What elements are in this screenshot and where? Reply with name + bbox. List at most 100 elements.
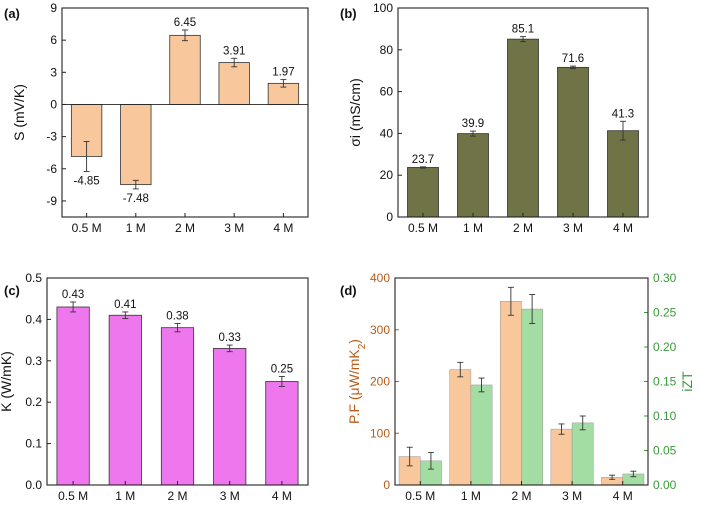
y-tick-label: 300	[370, 323, 390, 337]
panel-label: (a)	[4, 6, 20, 21]
bar	[56, 306, 90, 486]
x-tick-label: 0.5 M	[58, 489, 88, 503]
y-right-tick-label: 0.15	[653, 375, 677, 389]
data-label: 0.41	[114, 299, 136, 311]
y-axis-label: K (W/mK)	[0, 351, 14, 412]
y-tick-label: 3	[50, 65, 57, 79]
data-label: -4.85	[73, 175, 99, 187]
y-axis-label-left-close: )	[346, 339, 362, 344]
x-tick-label: 3 M	[563, 221, 583, 235]
x-tick-label: 1 M	[461, 489, 481, 503]
x-tick-label: 2 M	[175, 221, 195, 235]
panel-d-power-factor-izt-chart: 0 100 200 300 400 0.00 0.05 0.10 0.15 0.20 0.25 0.3…	[340, 271, 695, 503]
x-tick-label: 2 M	[511, 489, 531, 503]
data-label: -7.48	[123, 193, 149, 205]
x-tick-label: 1 M	[463, 221, 483, 235]
y-tick-label: 0.4	[25, 312, 42, 326]
y-right-tick-label: 0.25	[653, 306, 677, 320]
y-tick-label: 9	[50, 1, 57, 15]
x-tick-label: 3 M	[562, 489, 582, 503]
y-tick-label: 0.3	[25, 354, 42, 368]
panel-label: (d)	[340, 283, 357, 298]
data-label: 3.91	[223, 45, 245, 57]
data-label: 71.6	[562, 53, 584, 65]
x-tick-label: 0.5 M	[72, 221, 102, 235]
bar	[607, 130, 639, 218]
x-tick-label: 2 M	[167, 489, 187, 503]
bar	[108, 314, 142, 486]
x-tick-label: 4 M	[613, 489, 633, 503]
x-tick-label: 4 M	[273, 221, 293, 235]
data-label: 0.25	[271, 364, 293, 376]
data-label: 1.97	[272, 67, 294, 79]
y-tick-label: 6	[50, 33, 57, 47]
bar	[169, 34, 201, 105]
bar-izt	[470, 384, 493, 486]
y-axis-label: σi (mS/cm)	[347, 78, 363, 147]
x-tick-label: 4 M	[613, 221, 633, 235]
panel-label: (b)	[340, 6, 357, 21]
y-tick-label: 200	[370, 375, 390, 389]
y-tick-label: 0.0	[25, 478, 42, 492]
panel-b-ionic-conductivity-chart: 0 20 40 60 80 100 23.7 39.9 85.1 71.6 41.3 0.5 M 1 M…	[340, 1, 649, 235]
y-axis-label-left-main: P.F (μW/mK	[346, 349, 362, 424]
y-tick-label: 0	[386, 210, 393, 224]
y-tick-label: -9	[46, 194, 57, 208]
y-tick-label: 100	[370, 426, 390, 440]
bar	[507, 38, 539, 218]
y-tick-label: 80	[380, 43, 394, 57]
y-tick-label: 20	[380, 168, 394, 182]
y-axis-label-left-subscript: 2	[357, 343, 368, 349]
y-tick-label: -3	[46, 130, 57, 144]
panel-label: (c)	[4, 283, 20, 298]
bar-izt	[571, 422, 594, 486]
y-right-tick-label: 0.05	[653, 444, 677, 458]
x-tick-label: 1 M	[115, 489, 135, 503]
y-tick-label: 0	[50, 97, 57, 111]
data-label: 23.7	[412, 154, 434, 166]
x-tick-label: 3 M	[224, 221, 244, 235]
y-right-tick-label: 0.20	[653, 340, 677, 354]
bar	[213, 347, 247, 486]
y-tick-label: 0.5	[25, 271, 42, 285]
y-tick-label: 0.2	[25, 395, 42, 409]
data-label: 39.9	[462, 118, 484, 130]
x-tick-label: 0.5 M	[405, 489, 435, 503]
x-tick-label: 3 M	[220, 489, 240, 503]
bar	[160, 327, 195, 486]
data-label: 85.1	[512, 24, 534, 36]
data-label: 0.43	[62, 289, 84, 301]
data-label: 0.38	[166, 311, 188, 323]
x-tick-label: 0.5 M	[408, 221, 438, 235]
x-tick-label: 2 M	[513, 221, 533, 235]
panel-a-seebeck-chart: -9 -6 -3 0 3 6 9 -4.85 -7.48 6.45 3.91 1.97 0.5 M 1 M…	[4, 1, 309, 235]
bar	[407, 167, 439, 218]
y-right-tick-label: 0.00	[653, 478, 677, 492]
bar	[265, 381, 299, 486]
x-tick-label: 1 M	[126, 221, 146, 235]
y-tick-label: 0	[383, 478, 390, 492]
bar	[218, 62, 250, 105]
bar	[457, 133, 489, 218]
data-label: 6.45	[174, 17, 196, 29]
y-axis-label: S (mV/K)	[11, 84, 27, 141]
bar	[557, 66, 589, 218]
bar-izt	[521, 308, 544, 486]
y-tick-label: 400	[370, 271, 390, 285]
data-label: 41.3	[612, 108, 634, 120]
y-tick-label: 60	[380, 85, 394, 99]
y-right-tick-label: 0.30	[653, 271, 677, 285]
y-tick-label: 100	[373, 1, 393, 15]
bar	[120, 104, 152, 186]
x-tick-label: 4 M	[272, 489, 292, 503]
bar-pf	[550, 428, 573, 486]
y-axis-label-right: iZT	[679, 371, 695, 392]
panel-c-thermal-conductivity-chart: 0.0 0.1 0.2 0.3 0.4 0.5 0.43 0.41 0.38 0.33 0.25 0.…	[0, 271, 309, 503]
y-tick-label: 0.1	[25, 437, 42, 451]
bar-pf	[449, 369, 472, 486]
y-right-tick-label: 0.10	[653, 409, 677, 423]
y-tick-label: 40	[380, 126, 394, 140]
bar-pf	[499, 301, 522, 486]
y-axis-label-left: P.F (μW/mK2)	[346, 339, 368, 424]
